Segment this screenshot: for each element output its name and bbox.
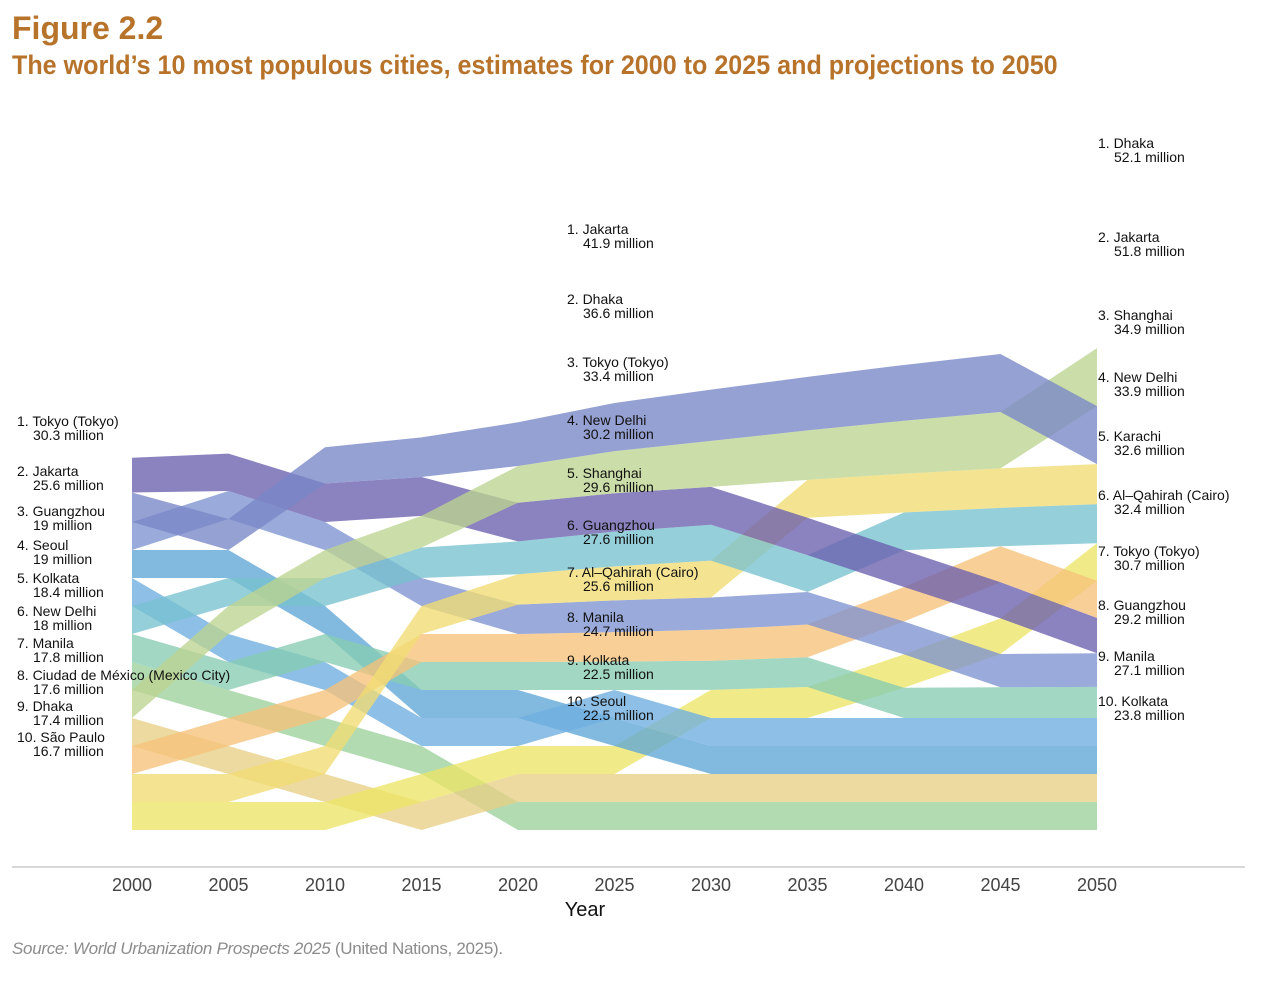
population-label-2050: 29.2 million xyxy=(1114,611,1185,627)
rank-label-2025: 5. Shanghai xyxy=(567,465,642,481)
x-tick-label: 2050 xyxy=(1077,875,1117,895)
rank-label-2050: 9. Manila xyxy=(1098,648,1155,664)
population-label-2050: 27.1 million xyxy=(1114,662,1185,678)
rank-label-2025: 7. Al–Qahirah (Cairo) xyxy=(567,564,699,580)
population-label-2000: 16.7 million xyxy=(33,743,104,759)
source-note: Source: World Urbanization Prospects 202… xyxy=(12,939,503,959)
population-label-2050: 33.9 million xyxy=(1114,383,1185,399)
source-prefix: Source: xyxy=(12,939,73,958)
rank-label-2000: 5. Kolkata xyxy=(17,570,79,586)
source-title: World Urbanization Prospects 2025 xyxy=(72,939,331,958)
rank-label-2025: 6. Guangzhou xyxy=(567,517,655,533)
population-label-2025: 25.6 million xyxy=(583,578,654,594)
rank-label-2025: 2. Dhaka xyxy=(567,291,623,307)
ribbon-guangzhou xyxy=(132,490,1097,688)
rank-label-2050: 10. Kolkata xyxy=(1098,693,1168,709)
rank-label-2000: 6. New Delhi xyxy=(17,603,96,619)
population-label-2000: 17.8 million xyxy=(33,649,104,665)
population-label-2000: 17.6 million xyxy=(33,681,104,697)
rank-label-2025: 10. Seoul xyxy=(567,693,626,709)
population-label-2000: 18.4 million xyxy=(33,584,104,600)
ribbon-tokyo xyxy=(132,453,1097,654)
x-tick-label: 2000 xyxy=(112,875,152,895)
rank-label-2025: 8. Manila xyxy=(567,609,624,625)
rank-label-2025: 9. Kolkata xyxy=(567,652,629,668)
population-label-2025: 22.5 million xyxy=(583,666,654,682)
source-suffix: (United Nations, 2025). xyxy=(330,939,503,958)
ribbon-shanghai xyxy=(132,464,1097,802)
x-tick-label: 2045 xyxy=(980,875,1020,895)
x-axis-ticks: 2000 2005 2010 2015 2020 2025 2030 2035 2040 2045… xyxy=(112,875,1117,895)
rank-label-2000: 10. São Paulo xyxy=(17,729,105,745)
x-axis-title: Year xyxy=(565,899,606,921)
rank-label-2000: 9. Dhaka xyxy=(17,698,73,714)
x-tick-label: 2030 xyxy=(691,875,731,895)
population-label-2000: 19 million xyxy=(33,517,92,533)
population-label-2000: 18 million xyxy=(33,617,92,633)
x-tick-label: 2010 xyxy=(305,875,345,895)
figure-label: Figure 2.2 xyxy=(12,10,164,46)
population-label-2050: 32.6 million xyxy=(1114,442,1185,458)
ribbon-manila xyxy=(132,634,1097,718)
rank-label-2025: 4. New Delhi xyxy=(567,412,646,428)
x-tick-label: 2025 xyxy=(594,875,634,895)
population-label-2050: 23.8 million xyxy=(1114,707,1185,723)
rank-label-2000: 1. Tokyo (Tokyo) xyxy=(17,413,119,429)
ribbon-cairo xyxy=(132,546,1097,774)
x-tick-label: 2035 xyxy=(787,875,827,895)
ribbon-dhaka xyxy=(132,348,1097,718)
ribbon-karachi xyxy=(132,543,1097,830)
population-label-2050: 52.1 million xyxy=(1114,149,1185,165)
rank-label-2050: 7. Tokyo (Tokyo) xyxy=(1098,543,1200,559)
ribbon-seoul xyxy=(132,550,1097,774)
population-label-2025: 29.6 million xyxy=(583,479,654,495)
ribbons-layer xyxy=(132,348,1097,830)
population-label-2025: 41.9 million xyxy=(583,235,654,251)
population-label-2050: 32.4 million xyxy=(1114,501,1185,517)
population-label-2050: 30.7 million xyxy=(1114,557,1185,573)
population-label-2025: 30.2 million xyxy=(583,426,654,442)
population-label-2025: 22.5 million xyxy=(583,707,654,723)
rank-label-2050: 2. Jakarta xyxy=(1098,229,1160,245)
population-label-2025: 24.7 million xyxy=(583,623,654,639)
population-label-2025: 36.6 million xyxy=(583,305,654,321)
population-label-2000: 19 million xyxy=(33,551,92,567)
rank-label-2000: 4. Seoul xyxy=(17,537,68,553)
population-label-2050: 34.9 million xyxy=(1114,321,1185,337)
ribbon-jakarta xyxy=(132,353,1097,550)
rank-label-2050: 6. Al–Qahirah (Cairo) xyxy=(1098,487,1230,503)
rank-label-2000: 3. Guangzhou xyxy=(17,503,105,519)
rank-label-2050: 8. Guangzhou xyxy=(1098,597,1186,613)
population-label-2050: 51.8 million xyxy=(1114,243,1185,259)
rank-label-2000: 2. Jakarta xyxy=(17,463,79,479)
population-label-2025: 33.4 million xyxy=(583,368,654,384)
figure-title: The world’s 10 most populous cities, est… xyxy=(12,50,1058,80)
x-tick-label: 2005 xyxy=(208,875,248,895)
rank-label-2050: 5. Karachi xyxy=(1098,428,1161,444)
rank-label-2050: 3. Shanghai xyxy=(1098,307,1173,323)
x-tick-label: 2020 xyxy=(498,875,538,895)
population-label-2000: 30.3 million xyxy=(33,427,104,443)
bump-chart: 2000 2005 2010 2015 2020 2025 2030 2035 2040 2045… xyxy=(12,135,1245,921)
population-label-2000: 25.6 million xyxy=(33,477,104,493)
rank-label-2025: 1. Jakarta xyxy=(567,221,629,237)
x-tick-label: 2040 xyxy=(884,875,924,895)
rank-label-2000: 8. Ciudad de México (Mexico City) xyxy=(17,667,230,683)
population-label-2025: 27.6 million xyxy=(583,531,654,547)
population-label-2000: 17.4 million xyxy=(33,712,104,728)
rank-label-2025: 3. Tokyo (Tokyo) xyxy=(567,354,669,370)
rank-label-2050: 1. Dhaka xyxy=(1098,135,1154,151)
rank-label-2050: 4. New Delhi xyxy=(1098,369,1177,385)
rank-label-2000: 7. Manila xyxy=(17,635,74,651)
x-tick-label: 2015 xyxy=(401,875,441,895)
